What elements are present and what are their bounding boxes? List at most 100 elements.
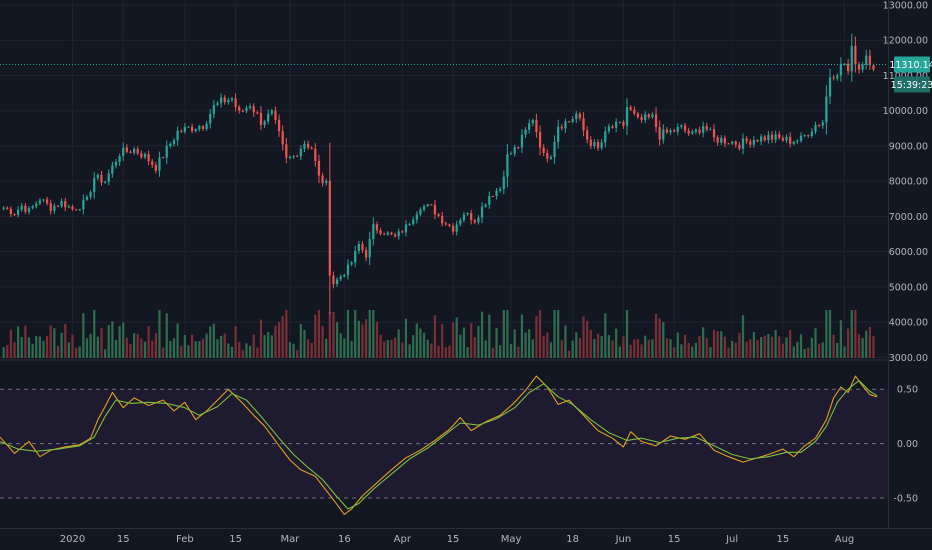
candle-up[interactable]	[825, 96, 828, 123]
candle-down[interactable]	[712, 129, 716, 138]
candle-up[interactable]	[198, 126, 201, 130]
candle-down[interactable]	[789, 136, 792, 144]
candle-down[interactable]	[868, 55, 872, 66]
candle-up[interactable]	[861, 64, 864, 70]
candle-down[interactable]	[491, 196, 495, 198]
candle-down[interactable]	[379, 230, 382, 234]
candle-down[interactable]	[375, 224, 379, 231]
candle-up[interactable]	[506, 154, 509, 177]
candle-down[interactable]	[129, 151, 132, 153]
candle-up[interactable]	[35, 203, 38, 207]
candle-down[interactable]	[441, 215, 444, 224]
candle-up[interactable]	[103, 181, 107, 183]
candle-down[interactable]	[161, 157, 165, 159]
candle-up[interactable]	[183, 126, 186, 132]
candle-down[interactable]	[310, 147, 313, 149]
candle-down[interactable]	[49, 203, 52, 211]
candle-down[interactable]	[64, 200, 67, 208]
candle-up[interactable]	[799, 135, 803, 141]
candle-down[interactable]	[589, 139, 592, 147]
candle-down[interactable]	[546, 152, 549, 159]
candle-down[interactable]	[201, 126, 205, 129]
candle-down[interactable]	[180, 130, 183, 132]
candle-up[interactable]	[502, 176, 505, 189]
candle-down[interactable]	[673, 130, 676, 132]
candle-up[interactable]	[82, 199, 85, 210]
candle-up[interactable]	[691, 131, 694, 134]
candle-down[interactable]	[190, 126, 194, 132]
candle-down[interactable]	[45, 199, 49, 204]
candle-up[interactable]	[219, 97, 223, 104]
oscillator-axis[interactable]: 0.50 0.00 -0.50	[893, 385, 918, 505]
candle-up[interactable]	[346, 264, 350, 276]
candle-up[interactable]	[78, 209, 81, 211]
candle-down[interactable]	[517, 147, 520, 149]
candle-up[interactable]	[488, 196, 491, 205]
candle-down[interactable]	[234, 98, 237, 107]
candle-up[interactable]	[368, 239, 371, 258]
candle-up[interactable]	[524, 129, 527, 135]
candle-up[interactable]	[187, 126, 190, 128]
candle-up[interactable]	[372, 224, 375, 240]
candle-down[interactable]	[538, 132, 542, 148]
candle-up[interactable]	[484, 204, 487, 207]
candle-down[interactable]	[535, 120, 538, 133]
candle-up[interactable]	[803, 135, 806, 137]
candle-up[interactable]	[509, 153, 513, 155]
candle-up[interactable]	[821, 122, 824, 126]
candle-up[interactable]	[644, 114, 647, 120]
candle-up[interactable]	[625, 107, 629, 126]
candle-up[interactable]	[499, 188, 502, 191]
candle-up[interactable]	[422, 206, 426, 210]
candle-down[interactable]	[654, 114, 658, 128]
candle-up[interactable]	[810, 131, 814, 136]
candle-down[interactable]	[151, 161, 154, 165]
candle-down[interactable]	[640, 117, 643, 120]
candle-down[interactable]	[100, 174, 103, 183]
candle-up[interactable]	[216, 103, 219, 106]
candle-down[interactable]	[582, 118, 585, 131]
candle-up[interactable]	[702, 126, 705, 133]
candle-up[interactable]	[513, 147, 516, 154]
candle-up[interactable]	[426, 204, 429, 207]
candle-up[interactable]	[865, 55, 868, 65]
candle-up[interactable]	[462, 214, 466, 221]
candle-down[interactable]	[332, 275, 335, 285]
candle-up[interactable]	[350, 262, 353, 265]
candle-up[interactable]	[267, 113, 270, 122]
candle-up[interactable]	[669, 130, 672, 133]
candle-up[interactable]	[248, 106, 252, 108]
candle-down[interactable]	[154, 164, 157, 171]
candle-down[interactable]	[818, 124, 821, 126]
candle-up[interactable]	[111, 165, 114, 174]
candle-down[interactable]	[241, 110, 244, 112]
candle-up[interactable]	[615, 121, 618, 128]
candle-down[interactable]	[658, 127, 661, 140]
candle-up[interactable]	[143, 153, 147, 158]
candle-up[interactable]	[828, 77, 832, 97]
candle-up[interactable]	[354, 251, 357, 263]
candle-down[interactable]	[778, 134, 781, 138]
candle-down[interactable]	[560, 126, 563, 129]
candle-down[interactable]	[578, 113, 582, 119]
candle-up[interactable]	[792, 141, 795, 144]
candle-down[interactable]	[698, 129, 701, 133]
candle-up[interactable]	[122, 147, 125, 157]
candle-down[interactable]	[444, 223, 447, 225]
candle-up[interactable]	[575, 113, 578, 120]
candle-up[interactable]	[495, 190, 498, 197]
candle-up[interactable]	[607, 126, 611, 132]
candle-up[interactable]	[209, 113, 212, 124]
candle-up[interactable]	[158, 157, 161, 171]
candle-down[interactable]	[328, 180, 331, 276]
candle-down[interactable]	[629, 107, 632, 110]
candle-down[interactable]	[147, 153, 150, 162]
candle-down[interactable]	[738, 144, 741, 149]
candle-down[interactable]	[136, 148, 139, 154]
candle-up[interactable]	[731, 141, 734, 144]
candle-down[interactable]	[716, 137, 719, 143]
candle-up[interactable]	[118, 156, 121, 163]
candle-down[interactable]	[687, 130, 690, 134]
candle-down[interactable]	[314, 148, 317, 161]
